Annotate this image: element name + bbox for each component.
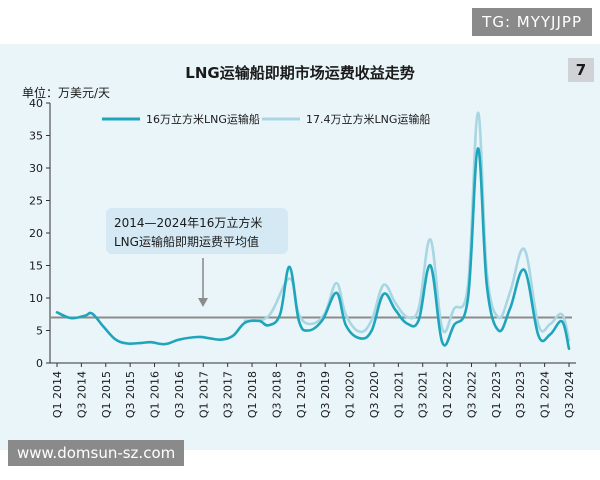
annotation-box: [106, 208, 288, 254]
x-tick-label: Q3 2015: [124, 371, 137, 418]
x-tick-label: Q3 2017: [222, 371, 235, 418]
x-tick-label: Q3 2024: [563, 371, 576, 418]
legend: 16万立方米LNG运输船 17.4万立方米LNG运输船: [102, 112, 430, 126]
chart-title: LNG运输船即期市场运费收益走势: [185, 64, 415, 82]
x-tick-label: Q1 2021: [392, 371, 405, 418]
series-line-174: [243, 111, 571, 342]
axes: 0 5 10 15 20 25 30 35 40 Q1 2014 Q3 2014 Q1 2015 Q3 …: [29, 97, 576, 418]
watermark-top: TG: MYYJJPP: [472, 8, 592, 36]
chart-panel: [0, 44, 600, 450]
x-tick-label: Q1 2019: [295, 371, 308, 418]
y-tick-label: 15: [29, 260, 43, 273]
x-tick-label: Q3 2014: [75, 371, 88, 418]
x-tick-label: Q1 2016: [149, 371, 162, 418]
y-tick-label: 25: [29, 195, 43, 208]
annotation: 2014—2024年16万立方米 LNG运输船即期运费平均值: [106, 208, 288, 307]
x-tick-label: Q3 2018: [270, 371, 283, 418]
x-tick-label: Q3 2020: [368, 371, 381, 418]
figure-number: 7: [568, 58, 594, 82]
y-tick-label: 40: [29, 97, 43, 110]
y-tick-label: 5: [36, 325, 43, 338]
x-tick-label: Q3 2023: [514, 371, 527, 418]
x-tick-label: Q3 2022: [465, 371, 478, 418]
x-tick-label: Q1 2014: [51, 371, 64, 418]
legend-label-174: 17.4万立方米LNG运输船: [306, 112, 430, 126]
series-line-16: [55, 147, 571, 350]
legend-label-16: 16万立方米LNG运输船: [146, 112, 260, 126]
y-tick-label: 35: [29, 130, 43, 143]
x-tick-label: Q1 2017: [197, 371, 210, 418]
y-tick-label: 20: [29, 227, 43, 240]
annotation-arrow-head: [198, 298, 208, 307]
x-tick-label: Q1 2020: [344, 371, 357, 418]
x-tick-label: Q1 2022: [441, 371, 454, 418]
x-tick-label: Q1 2023: [490, 371, 503, 418]
y-tick-label: 0: [36, 357, 43, 370]
x-tick-label: Q1 2018: [246, 371, 259, 418]
x-tick-label: Q3 2016: [173, 371, 186, 418]
y-tick-label: 10: [29, 292, 43, 305]
annotation-line-1: 2014—2024年16万立方米: [114, 215, 262, 230]
x-tick-label: Q1 2015: [100, 371, 113, 418]
series-group: [55, 111, 571, 350]
annotation-line-2: LNG运输船即期运费平均值: [114, 234, 259, 249]
y-tick-label: 30: [29, 162, 43, 175]
x-tick-label: Q3 2021: [417, 371, 430, 418]
x-tick-label: Q3 2019: [319, 371, 332, 418]
x-tick-label: Q1 2024: [539, 371, 552, 418]
unit-label: 单位：万美元/天: [22, 86, 111, 100]
watermark-bottom: www.domsun-sz.com: [8, 440, 185, 466]
